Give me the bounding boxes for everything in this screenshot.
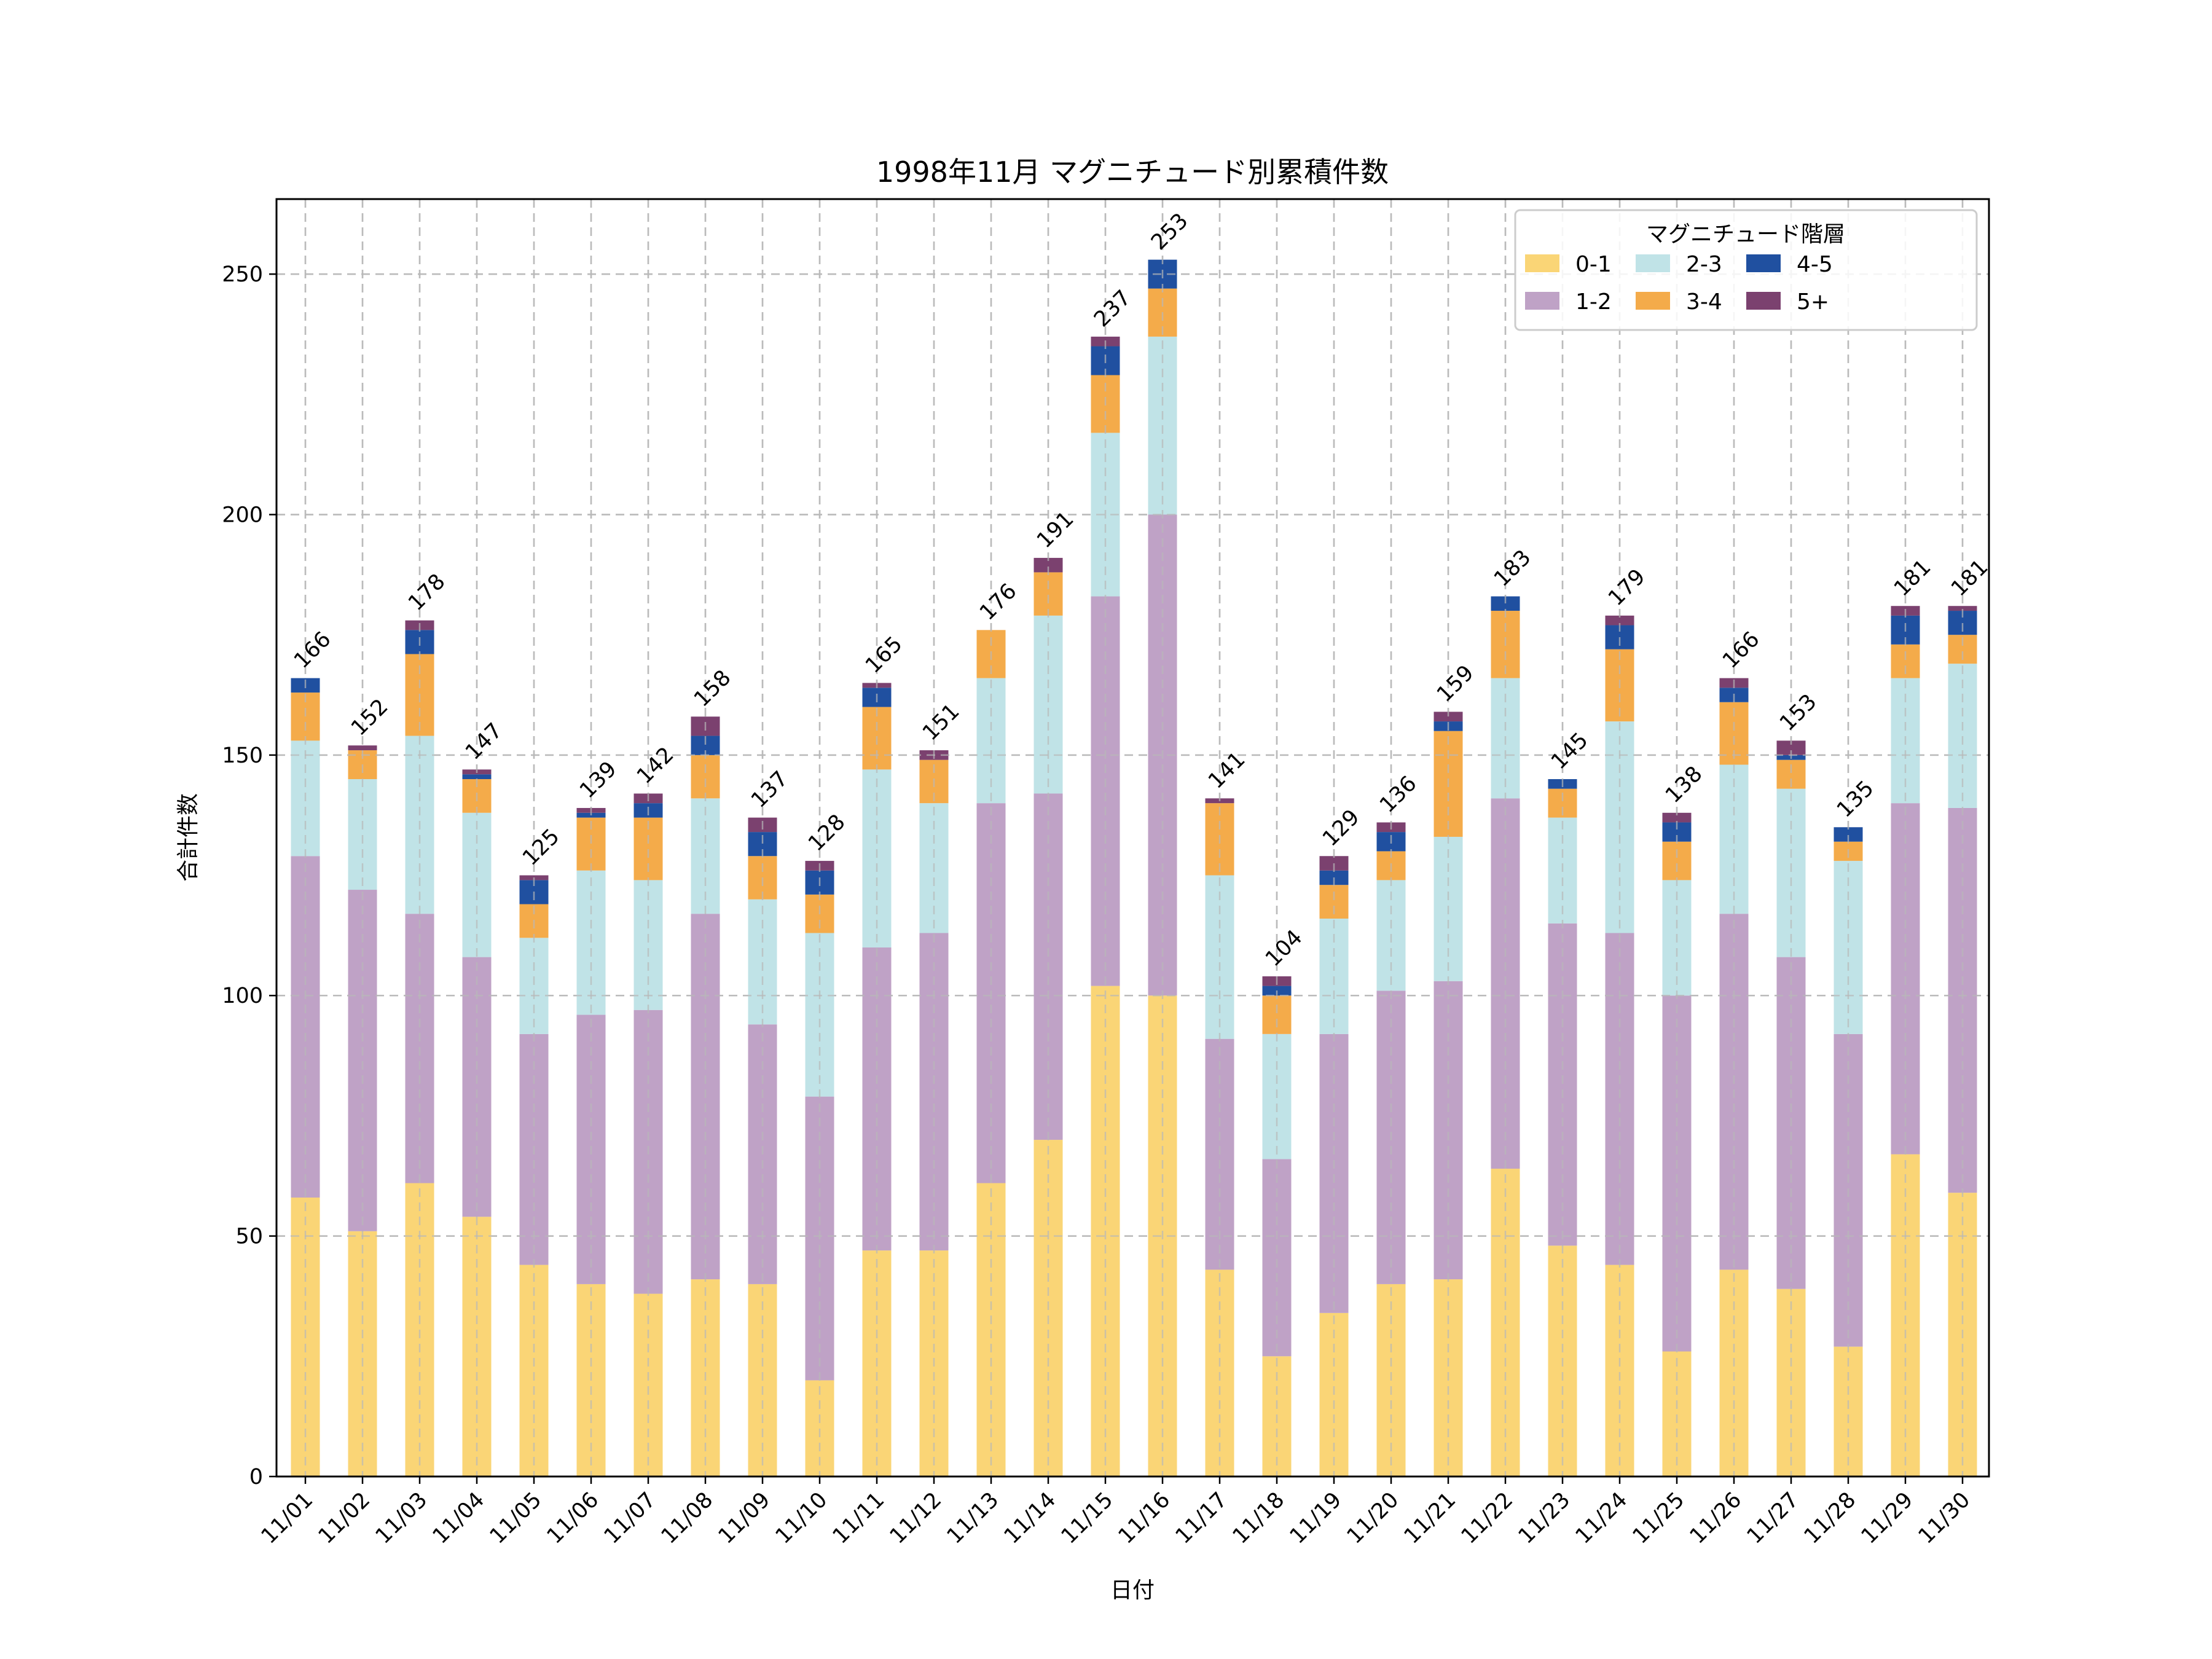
legend-swatch — [1525, 254, 1559, 272]
bars — [276, 199, 1989, 1478]
y-axis: 0 50 100 150 200 250 — [222, 262, 276, 1489]
bar-segment-0-1 — [1834, 1346, 1863, 1477]
plot-frame — [275, 198, 1990, 1478]
legend-label: 0-1 — [1575, 252, 1612, 277]
y-tick-label: 250 — [222, 262, 263, 287]
bar-segment-4-5 — [1834, 827, 1863, 842]
x-axis-label: 日付 — [1110, 1578, 1155, 1603]
bar-segment-2-3 — [633, 880, 663, 1010]
y-axis-label: 合計件数 — [176, 793, 201, 882]
legend-title: マグニチュード階層 — [1646, 222, 1845, 247]
legend-item: 0-1 — [1525, 252, 1612, 277]
legend-box — [1514, 209, 1978, 331]
bar-stack — [919, 750, 949, 1477]
bar-segment-5+ — [1033, 557, 1063, 573]
bar-stack — [519, 875, 549, 1477]
legend-label: 1-2 — [1575, 289, 1612, 315]
legend-items: 0-1 1-2 2-3 3-4 4-5 5+ — [1525, 252, 1833, 315]
bar-segment-1-2 — [1548, 923, 1577, 1246]
legend: マグニチュード階層 0-1 1-2 2-3 3-4 4-5 5+ — [1514, 209, 1978, 331]
legend-label: 2-3 — [1686, 252, 1722, 277]
bar-segment-1-2 — [1433, 981, 1463, 1280]
legend-label: 5+ — [1797, 289, 1829, 315]
y-tick-label: 50 — [235, 1225, 263, 1249]
y-tick-label: 150 — [222, 743, 263, 768]
legend-label: 3-4 — [1686, 289, 1722, 315]
bar-segment-4-5 — [1491, 596, 1520, 611]
legend-swatch — [1636, 254, 1670, 272]
y-tick-label: 0 — [249, 1465, 263, 1489]
bar-segment-0-1 — [1605, 1265, 1634, 1477]
legend-item: 4-5 — [1746, 252, 1833, 277]
bar-segment-5+ — [1662, 812, 1692, 823]
legend-item: 2-3 — [1636, 252, 1722, 277]
bar-segment-1-2 — [462, 957, 492, 1217]
bar-segment-3-4 — [1033, 572, 1063, 616]
y-tick-label: 100 — [222, 984, 263, 1008]
legend-swatch — [1746, 292, 1781, 310]
bar-segment-5+ — [1776, 740, 1806, 755]
legend-label: 4-5 — [1797, 252, 1833, 277]
legend-swatch — [1746, 254, 1781, 272]
bar-segment-2-3 — [805, 933, 834, 1097]
bar-segment-1-2 — [1948, 807, 1977, 1193]
bar-segment-3-4 — [1262, 995, 1292, 1034]
legend-item: 3-4 — [1636, 289, 1722, 315]
bar-segment-4-5 — [462, 774, 492, 780]
bar-stack — [1433, 712, 1463, 1477]
legend-item: 5+ — [1746, 289, 1829, 315]
bar-segment-5+ — [1948, 606, 1977, 611]
legend-swatch — [1636, 292, 1670, 310]
bar-segment-5+ — [348, 745, 377, 751]
bar-segment-5+ — [1319, 856, 1349, 871]
bar-segment-2-3 — [1776, 788, 1806, 957]
bar-segment-5+ — [1605, 615, 1634, 626]
legend-item: 1-2 — [1525, 289, 1612, 315]
grid-overlay — [276, 199, 1989, 1478]
bar-segment-5+ — [1433, 712, 1463, 722]
bar-segment-0-1 — [348, 1231, 377, 1477]
legend-swatch — [1525, 292, 1559, 310]
y-tick-label: 200 — [222, 503, 263, 527]
bar-segment-3-4 — [691, 755, 720, 799]
bar-segment-0-1 — [519, 1265, 549, 1477]
bar-segment-3-4 — [1662, 841, 1692, 880]
chart-title: 1998年11月 マグニチュード別累積件数 — [876, 155, 1389, 189]
